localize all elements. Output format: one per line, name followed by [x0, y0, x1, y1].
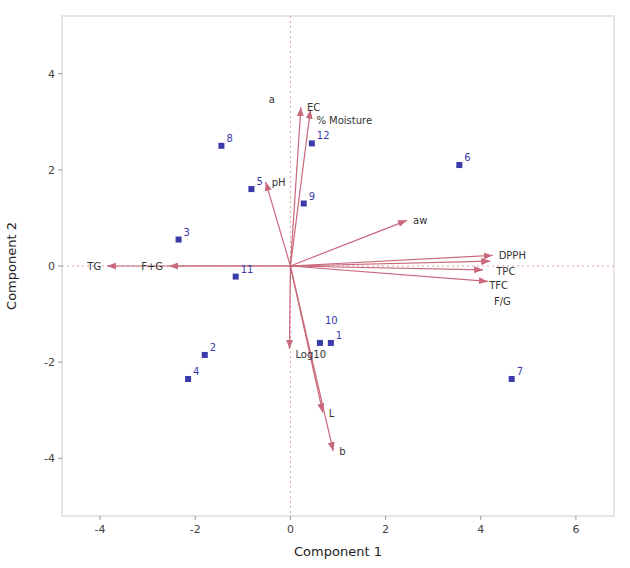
loading-vector	[290, 220, 407, 266]
sample-label: 11	[241, 264, 254, 275]
sample-label: 10	[325, 315, 338, 326]
x-tick	[480, 516, 481, 520]
loading-vector	[290, 266, 333, 451]
x-axis-label: Component 1	[294, 544, 382, 559]
sample-point	[509, 376, 515, 382]
sample-point	[328, 340, 334, 346]
y-tick-label: -2	[44, 356, 55, 369]
loading-vector	[290, 110, 310, 266]
loading-vector	[289, 266, 291, 349]
sample-label: 4	[193, 366, 199, 377]
sample-point	[248, 186, 254, 192]
sample-label: 1	[336, 330, 342, 341]
vector-label: b	[339, 446, 345, 457]
vector-label: TG	[86, 261, 101, 272]
vector-label: L	[329, 408, 335, 419]
sample-point	[301, 201, 307, 207]
vector-label: Log10	[295, 349, 326, 360]
loading-vector	[169, 265, 290, 266]
y-tick-label: -4	[44, 452, 55, 465]
y-tick	[58, 169, 62, 170]
loading-vector	[290, 255, 492, 266]
x-tick	[575, 516, 576, 520]
sample-label: 8	[226, 133, 232, 144]
sample-label: 2	[210, 342, 216, 353]
y-tick-label: 0	[48, 260, 55, 273]
sample-point	[233, 274, 239, 280]
vector-label: pH	[272, 177, 286, 188]
loading-vector	[290, 107, 300, 266]
y-tick	[58, 73, 62, 74]
y-axis-label: Component 2	[4, 222, 19, 310]
loading-vector	[290, 261, 490, 266]
sample-label: 12	[317, 130, 330, 141]
vector-label: DPPH	[499, 250, 526, 261]
y-tick	[58, 458, 62, 459]
x-tick	[290, 516, 291, 520]
sample-label: 7	[517, 366, 523, 377]
x-tick-label: -2	[190, 523, 201, 536]
vector-label: F+G	[141, 261, 163, 272]
sample-point	[309, 140, 315, 146]
sample-label: 6	[464, 152, 470, 163]
x-tick-label: -4	[95, 523, 106, 536]
x-tick-label: 0	[287, 523, 294, 536]
vector-label: EC	[307, 102, 320, 113]
x-tick-label: 6	[572, 523, 579, 536]
x-tick-label: 4	[477, 523, 484, 536]
sample-point	[202, 352, 208, 358]
sample-point	[218, 143, 224, 149]
sample-label: 9	[309, 191, 315, 202]
y-tick	[58, 362, 62, 363]
sample-point	[456, 162, 462, 168]
vector-label: % Moisture	[316, 115, 372, 126]
plot-marks	[62, 16, 614, 516]
loading-vector	[107, 265, 290, 266]
x-tick	[100, 516, 101, 520]
labels: EC % Moisture pH aw DPPH TPC TFC F/G TG F+G Log10 L…	[86, 94, 526, 457]
chart: -4 -2 0 2 4 6 -4 -2 0 2 4 Component 1 Component 2 EC%…	[0, 0, 630, 568]
annotation: a	[269, 94, 275, 105]
axes: -4 -2 0 2 4 6 -4 -2 0 2 4	[44, 68, 579, 536]
vector-label: TPC	[495, 266, 515, 277]
vector-label: F/G	[494, 296, 511, 307]
sample-label: 5	[256, 176, 262, 187]
x-tick	[195, 516, 196, 520]
vector-label: TFC	[488, 280, 508, 291]
y-tick	[58, 266, 62, 267]
vector-label: aw	[413, 215, 427, 226]
sample-label: 3	[184, 227, 190, 238]
plot-frame	[62, 16, 614, 516]
sample-point	[176, 237, 182, 243]
sample-point	[317, 340, 323, 346]
y-tick-label: 4	[48, 68, 55, 81]
x-tick-label: 2	[382, 523, 389, 536]
loading-vector	[290, 266, 487, 281]
sample-point	[185, 376, 191, 382]
y-tick-label: 2	[48, 164, 55, 177]
loading-vector	[266, 182, 291, 266]
x-tick	[385, 516, 386, 520]
